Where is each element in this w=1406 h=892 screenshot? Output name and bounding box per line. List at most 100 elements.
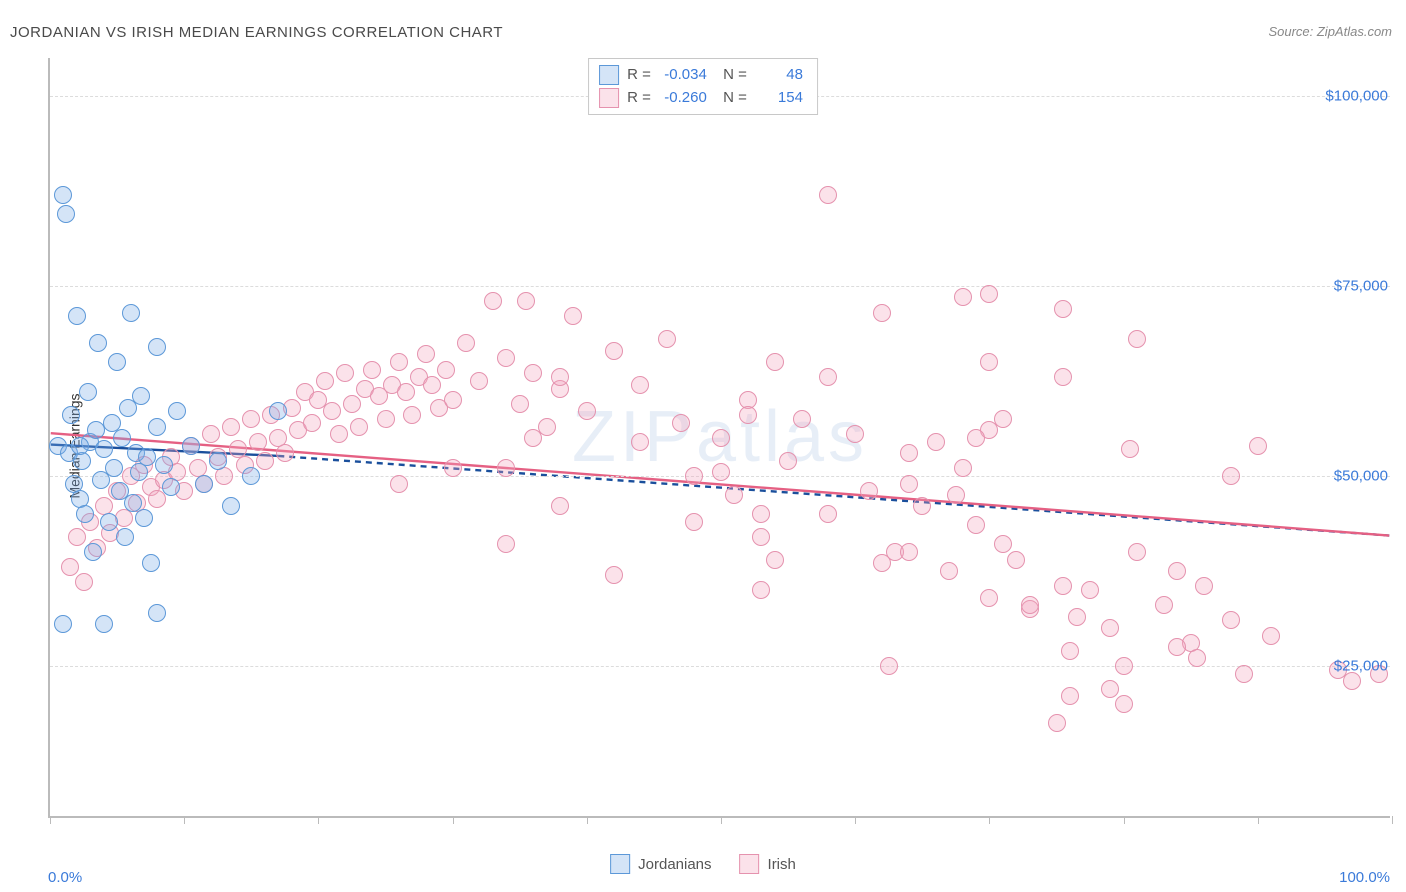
scatter-point-irish bbox=[752, 581, 770, 599]
scatter-point-irish bbox=[980, 285, 998, 303]
x-tick bbox=[453, 816, 454, 824]
scatter-point-jordanians bbox=[116, 528, 134, 546]
scatter-point-irish bbox=[954, 288, 972, 306]
scatter-point-irish bbox=[752, 528, 770, 546]
scatter-point-irish bbox=[95, 497, 113, 515]
scatter-point-irish bbox=[886, 543, 904, 561]
swatch-jordanians-icon bbox=[599, 65, 619, 85]
scatter-point-irish bbox=[739, 391, 757, 409]
scatter-point-jordanians bbox=[130, 463, 148, 481]
scatter-point-jordanians bbox=[92, 471, 110, 489]
scatter-point-irish bbox=[819, 186, 837, 204]
scatter-point-irish bbox=[269, 429, 287, 447]
scatter-point-irish bbox=[1188, 649, 1206, 667]
scatter-point-irish bbox=[296, 383, 314, 401]
scatter-point-irish bbox=[189, 459, 207, 477]
scatter-point-irish bbox=[511, 395, 529, 413]
scatter-point-irish bbox=[363, 361, 381, 379]
scatter-point-irish bbox=[766, 353, 784, 371]
stat-n-label: N = bbox=[715, 64, 747, 87]
gridline bbox=[50, 286, 1390, 287]
x-tick bbox=[855, 816, 856, 824]
scatter-point-irish bbox=[236, 456, 254, 474]
scatter-point-irish bbox=[793, 410, 811, 428]
scatter-point-irish bbox=[484, 292, 502, 310]
scatter-point-irish bbox=[437, 361, 455, 379]
scatter-point-jordanians bbox=[148, 338, 166, 356]
scatter-point-jordanians bbox=[113, 429, 131, 447]
scatter-point-irish bbox=[873, 554, 891, 572]
scatter-point-irish bbox=[712, 463, 730, 481]
scatter-point-irish bbox=[524, 364, 542, 382]
scatter-point-irish bbox=[1081, 581, 1099, 599]
scatter-point-jordanians bbox=[132, 387, 150, 405]
scatter-point-irish bbox=[967, 429, 985, 447]
scatter-point-irish bbox=[1054, 577, 1072, 595]
scatter-point-irish bbox=[564, 307, 582, 325]
scatter-point-jordanians bbox=[269, 402, 287, 420]
trend-line bbox=[51, 433, 1389, 535]
scatter-point-irish bbox=[377, 410, 395, 428]
scatter-point-irish bbox=[940, 562, 958, 580]
scatter-point-irish bbox=[900, 543, 918, 561]
scatter-point-jordanians bbox=[49, 437, 67, 455]
scatter-point-irish bbox=[155, 471, 173, 489]
scatter-point-irish bbox=[1168, 638, 1186, 656]
scatter-point-jordanians bbox=[73, 452, 91, 470]
scatter-point-irish bbox=[631, 376, 649, 394]
scatter-point-irish bbox=[343, 395, 361, 413]
x-axis-max-label: 100.0% bbox=[1339, 869, 1390, 886]
scatter-point-irish bbox=[350, 418, 368, 436]
scatter-point-jordanians bbox=[87, 421, 105, 439]
scatter-point-irish bbox=[1121, 440, 1139, 458]
scatter-point-irish bbox=[182, 437, 200, 455]
scatter-point-jordanians bbox=[135, 509, 153, 527]
scatter-point-irish bbox=[142, 478, 160, 496]
scatter-point-irish bbox=[497, 459, 515, 477]
scatter-point-jordanians bbox=[111, 482, 129, 500]
stats-row-jordanians: R = -0.034 N = 48 bbox=[599, 64, 803, 87]
x-tick bbox=[50, 816, 51, 824]
scatter-point-jordanians bbox=[124, 494, 142, 512]
scatter-point-jordanians bbox=[89, 334, 107, 352]
scatter-point-jordanians bbox=[95, 440, 113, 458]
scatter-point-irish bbox=[524, 429, 542, 447]
scatter-point-irish bbox=[766, 551, 784, 569]
scatter-point-irish bbox=[249, 433, 267, 451]
scatter-point-irish bbox=[1054, 368, 1072, 386]
scatter-point-irish bbox=[256, 452, 274, 470]
scatter-point-irish bbox=[1115, 695, 1133, 713]
scatter-point-irish bbox=[128, 494, 146, 512]
x-tick bbox=[721, 816, 722, 824]
scatter-point-irish bbox=[497, 535, 515, 553]
scatter-point-irish bbox=[1048, 714, 1066, 732]
chart-container: JORDANIAN VS IRISH MEDIAN EARNINGS CORRE… bbox=[0, 0, 1406, 892]
scatter-point-irish bbox=[819, 368, 837, 386]
scatter-point-irish bbox=[1249, 437, 1267, 455]
scatter-point-jordanians bbox=[54, 186, 72, 204]
scatter-point-irish bbox=[1007, 551, 1025, 569]
scatter-point-irish bbox=[108, 482, 126, 500]
scatter-point-irish bbox=[209, 448, 227, 466]
scatter-point-irish bbox=[779, 452, 797, 470]
x-tick bbox=[989, 816, 990, 824]
scatter-point-irish bbox=[222, 418, 240, 436]
scatter-point-jordanians bbox=[71, 490, 89, 508]
swatch-jordanians-icon bbox=[610, 854, 630, 874]
gridline bbox=[50, 666, 1390, 667]
scatter-point-irish bbox=[994, 535, 1012, 553]
scatter-point-irish bbox=[1021, 600, 1039, 618]
stat-n-value: 154 bbox=[755, 87, 803, 110]
x-axis-min-label: 0.0% bbox=[48, 869, 82, 886]
scatter-point-irish bbox=[390, 475, 408, 493]
y-tick-label: $25,000 bbox=[1334, 658, 1388, 675]
scatter-point-irish bbox=[900, 475, 918, 493]
scatter-point-jordanians bbox=[95, 615, 113, 633]
scatter-point-irish bbox=[444, 391, 462, 409]
scatter-point-irish bbox=[242, 410, 260, 428]
stat-n-value: 48 bbox=[755, 64, 803, 87]
stat-r-label: R = bbox=[627, 87, 651, 110]
scatter-point-jordanians bbox=[148, 604, 166, 622]
legend-item-jordanians: Jordanians bbox=[610, 854, 711, 874]
scatter-point-irish bbox=[276, 444, 294, 462]
